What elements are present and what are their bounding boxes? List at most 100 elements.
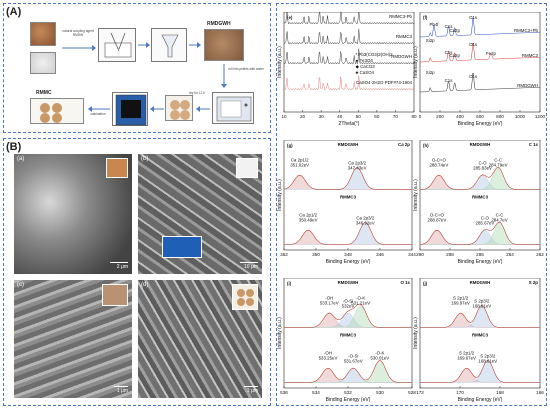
series-label: CaSO4·2H2O PDF#74-1904 [356, 80, 412, 85]
chart-i: (i) 536 534 532 530 528 Binding Energy (eV) Int… [277, 278, 416, 403]
chart-g: (g) 352 350 348 346 344 Binding Energy (eV) Int… [277, 140, 416, 265]
peak-value: 347.43eV [348, 166, 367, 171]
inset-photo-b [236, 158, 258, 178]
peak-label: Ca 2p1/2 [299, 213, 317, 218]
x-tick-label: 536 [280, 390, 288, 395]
peak-annotation: Ca2p [449, 53, 460, 58]
x-tick-label: 50 [356, 114, 362, 119]
y-axis-label: Intensity (a.u.) [413, 179, 419, 211]
plot-frame [283, 12, 415, 113]
spectrum-title: RMDGWH [470, 142, 491, 147]
peak-value: 532eV [342, 304, 355, 309]
peak-value: 530.01eV [370, 356, 389, 361]
x-tick-label: 0 [419, 114, 422, 119]
arrow-6 [88, 106, 110, 112]
peak-label: -O-Si [348, 354, 358, 359]
panel-c-frame [276, 3, 547, 406]
y-axis-label: Intensity (a.u.) [277, 179, 283, 211]
peak-label: -O-K [375, 351, 384, 356]
y-axis-label: Intensity (a.u.) [413, 317, 419, 349]
sem-tag-a: (a) [17, 156, 25, 162]
peak-value: 168.91eV [472, 304, 491, 309]
peak-value: 351.02eV [290, 163, 309, 168]
peak-label: Ca 2p3/2 [356, 216, 374, 221]
peak-label: C-O [481, 216, 490, 221]
x-tick-label: 346 [376, 252, 384, 257]
series-label: RMMC3+Pb [514, 28, 539, 33]
legend-entry: ♣ CaSO4 [356, 70, 375, 75]
rmdgwh-photo [204, 29, 244, 61]
peak-label: -OH [324, 351, 332, 356]
chart-tag: (h) [423, 143, 429, 148]
arrow-2 [138, 42, 150, 48]
element-title: Ca 2p [398, 142, 410, 147]
sem-image-b: (b) 10 μm [138, 154, 262, 274]
spectrum-title: RMDGWH [338, 280, 359, 285]
chart-f: (f) 0 200 400 600 800 1000 1200 Binding Energy (… [413, 12, 546, 127]
plot-frame [283, 278, 413, 389]
chart-j: (j) 172 170 168 166 Binding Energy (eV) Intens… [413, 278, 544, 403]
peak-annotation: O1s [469, 15, 478, 20]
x-axis-label: Binding Energy (eV) [326, 259, 371, 265]
plot-frame [419, 140, 541, 251]
envelope-line [284, 222, 412, 245]
peak-value: 285.67eV [476, 221, 495, 226]
envelope-line [283, 167, 412, 190]
sem-image-a: (a) 2 μm [14, 154, 132, 274]
spectrum-title: RMDGWH [338, 142, 359, 147]
x-tick-label: 170 [456, 390, 464, 395]
x-axis-label: Binding Energy (eV) [458, 259, 503, 265]
x-axis-label: 2Theta(°) [339, 121, 360, 127]
peak-annotation: C1s [445, 24, 454, 29]
x-tick-label: 168 [496, 390, 504, 395]
series-label: RMDGWH [391, 54, 412, 59]
peak-annotation: Si2p [426, 70, 435, 75]
sem-tag-b: (b) [141, 156, 149, 162]
rmmc-label: RMMC [36, 90, 52, 96]
chart-tag: (g) [287, 143, 293, 148]
furnace-step [112, 92, 148, 126]
x-tick-label: 344 [408, 252, 416, 257]
series-label: RMMC3-Pb [389, 14, 412, 19]
legend-entry: ◆ CaCO3 [356, 64, 376, 69]
peak-annotation: C1s [445, 78, 454, 83]
x-tick-label: 1200 [535, 114, 546, 119]
series-line [283, 75, 415, 91]
peak-label: O-C=O [432, 158, 447, 163]
x-tick-label: 350 [312, 252, 320, 257]
arrow-down [221, 64, 227, 88]
peak-annotation: O1s [469, 42, 478, 47]
peak-value: 284.79eV [489, 163, 508, 168]
peak-label: S 2p3/2 [480, 354, 496, 359]
peak-label: O-C=O [430, 213, 445, 218]
x-tick-label: 600 [476, 114, 484, 119]
sem-tag-d: (d) [141, 282, 149, 288]
peak-annotation: Fe2p [486, 51, 497, 56]
panel-a-frame [3, 3, 271, 133]
peak-label: C-C [496, 213, 504, 218]
x-tick-label: 400 [456, 114, 464, 119]
peak-value: 346.92eV [356, 221, 375, 226]
x-tick-label: 290 [416, 252, 424, 257]
element-title: S 2p [529, 280, 539, 285]
y-axis-label: Intensity (a.u.) [413, 46, 419, 78]
scale-bar-a: 2 μm [110, 261, 128, 270]
pellet-text: roll into pellets with water [228, 67, 264, 71]
x-axis-label: Binding Energy (eV) [458, 121, 503, 127]
peak-value: 169.67eV [457, 356, 476, 361]
peak-value: 284.7eV [491, 218, 507, 223]
panel-b-label: (B) [6, 141, 22, 153]
series-label: RMDGWH [517, 83, 538, 88]
peak-label: C-C [494, 158, 502, 163]
x-axis-label: Binding Energy (eV) [458, 397, 503, 403]
inset-photo-c [102, 284, 128, 306]
peak-label: Ca 2p3/2 [348, 161, 366, 166]
x-tick-label: 282 [536, 252, 544, 257]
x-tick-label: 534 [312, 390, 320, 395]
chart-tag: (f) [423, 15, 428, 20]
chart-tag: (j) [423, 281, 428, 286]
x-tick-label: 80 [411, 114, 417, 119]
peak-value: 531.67eV [344, 359, 363, 364]
peak-label: S 2p1/2 [459, 351, 475, 356]
peak-value: 533.17eV [320, 301, 339, 306]
